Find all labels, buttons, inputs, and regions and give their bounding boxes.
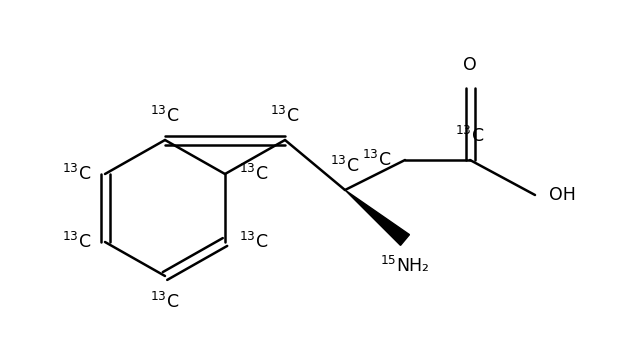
Text: $^{\mathregular{13}}$C: $^{\mathregular{13}}$C [270, 106, 300, 126]
Text: $^{\mathregular{13}}$C: $^{\mathregular{13}}$C [61, 232, 91, 252]
Text: $^{\mathregular{13}}$C: $^{\mathregular{13}}$C [239, 232, 268, 252]
Text: $^{\mathregular{15}}$NH₂: $^{\mathregular{15}}$NH₂ [380, 256, 429, 276]
Text: $^{\mathregular{13}}$C: $^{\mathregular{13}}$C [239, 164, 268, 184]
Text: O: O [463, 56, 477, 74]
Text: $^{\mathregular{13}}$C: $^{\mathregular{13}}$C [362, 150, 391, 170]
Text: $^{\mathregular{13}}$C: $^{\mathregular{13}}$C [330, 156, 360, 176]
Text: OH: OH [549, 186, 576, 204]
Text: $^{\mathregular{13}}$C: $^{\mathregular{13}}$C [150, 106, 180, 126]
Text: $^{\mathregular{13}}$C: $^{\mathregular{13}}$C [455, 126, 484, 146]
Polygon shape [345, 190, 410, 245]
Text: $^{\mathregular{13}}$C: $^{\mathregular{13}}$C [61, 164, 91, 184]
Text: $^{\mathregular{13}}$C: $^{\mathregular{13}}$C [150, 292, 180, 312]
